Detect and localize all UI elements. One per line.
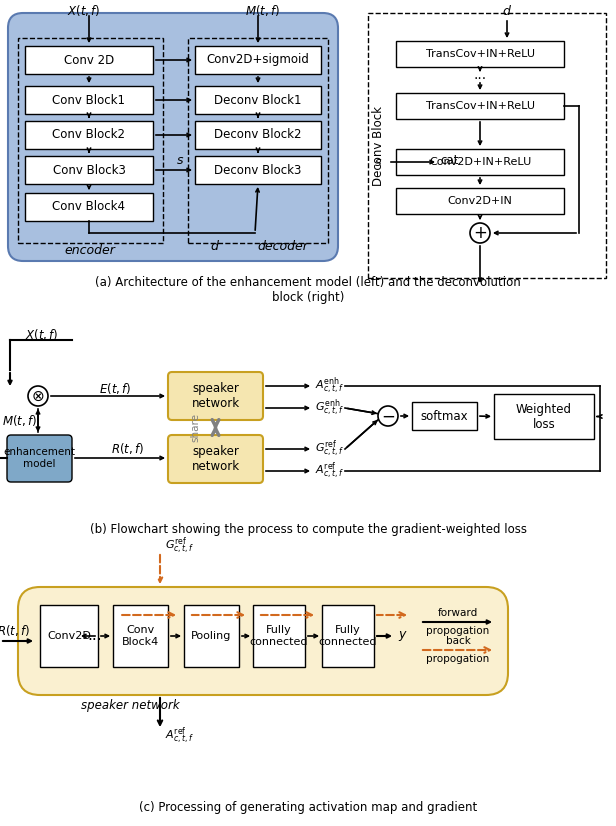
Text: $y$: $y$ [398,629,408,643]
Text: Conv2D+sigmoid: Conv2D+sigmoid [206,54,309,67]
Text: $s$: $s$ [176,154,184,167]
Text: Conv2D+IN: Conv2D+IN [448,196,513,206]
Text: Deconv Block: Deconv Block [371,106,384,186]
Text: $M(t,f)$: $M(t,f)$ [245,3,280,18]
Text: $-$: $-$ [381,407,395,425]
Bar [396,41,564,67]
Text: $A_{c,t,f}^{\rm ref}$: $A_{c,t,f}^{\rm ref}$ [165,725,194,747]
Bar [188,38,328,243]
Text: enhancement
model: enhancement model [3,447,75,469]
Text: $X(t,f)$: $X(t,f)$ [25,326,59,341]
Text: ...: ... [87,629,102,643]
Text: encoder: encoder [65,244,115,257]
Circle shape [378,406,398,426]
Text: back: back [445,636,471,646]
Bar [40,605,98,667]
Text: Conv 2D: Conv 2D [64,54,114,67]
Bar [253,605,305,667]
Bar [25,46,153,74]
Bar [368,13,606,278]
Text: $G_{c,t,f}^{\rm ref}$: $G_{c,t,f}^{\rm ref}$ [315,439,344,459]
Text: speaker
network: speaker network [192,445,240,473]
Bar [25,121,153,149]
Text: $R(t,f)$: $R(t,f)$ [111,442,145,457]
Text: $\otimes$: $\otimes$ [31,388,45,403]
Text: $A_{c,t,f}^{\rm enh}$: $A_{c,t,f}^{\rm enh}$ [315,376,344,396]
Bar [195,156,321,184]
Text: TransCov+IN+ReLU: TransCov+IN+ReLU [426,101,535,111]
Text: Fully
connected: Fully connected [318,625,377,647]
Text: Conv Block2: Conv Block2 [52,129,126,141]
Text: $M(t,f)$: $M(t,f)$ [2,412,38,428]
Text: propogation: propogation [426,626,490,636]
Text: Conv Block1: Conv Block1 [52,93,126,107]
Text: $d$: $d$ [210,239,220,253]
Text: (b) Flowchart showing the process to compute the gradient-weighted loss: (b) Flowchart showing the process to com… [89,524,527,537]
Text: $G_{c,t,f}^{\rm enh}$: $G_{c,t,f}^{\rm enh}$ [315,397,344,419]
Text: Deconv Block1: Deconv Block1 [214,93,302,107]
Text: $A_{c,t,f}^{\rm ref}$: $A_{c,t,f}^{\rm ref}$ [315,461,344,482]
Bar [25,193,153,221]
Bar [25,156,153,184]
Text: $E(t,f)$: $E(t,f)$ [99,381,131,396]
Text: forward: forward [438,608,478,618]
Text: Pooling: Pooling [192,631,232,641]
Text: ...: ... [474,68,487,82]
Text: speaker network: speaker network [81,699,179,711]
Text: Conv Block4: Conv Block4 [52,201,126,213]
Circle shape [470,223,490,243]
Text: propogation: propogation [426,654,490,664]
Bar [18,38,163,243]
Bar [113,605,168,667]
Text: speaker
network: speaker network [192,382,240,410]
Text: Conv2D: Conv2D [47,631,91,641]
Text: Conv Block3: Conv Block3 [52,164,126,177]
Text: Deconv Block2: Deconv Block2 [214,129,302,141]
Text: $s$: $s$ [374,155,382,169]
Text: $d$: $d$ [502,4,512,18]
Text: +: + [473,224,487,242]
Text: TransCov+IN+ReLU: TransCov+IN+ReLU [426,49,535,59]
Text: softmax: softmax [421,410,468,423]
Bar [184,605,239,667]
Bar [195,46,321,74]
Text: Conv
Block4: Conv Block4 [122,625,159,647]
Bar [396,93,564,119]
Text: Deconv Block3: Deconv Block3 [214,164,302,177]
Text: $G_{c,t,f}^{\rm ref}$: $G_{c,t,f}^{\rm ref}$ [165,535,195,557]
Text: share: share [190,413,200,442]
Text: $R(t,f)$: $R(t,f)$ [0,624,31,638]
Text: cat: cat [441,154,459,168]
Bar [412,402,477,430]
Text: (a) Architecture of the enhancement model (left) and the deconvolution
block (ri: (a) Architecture of the enhancement mode… [95,276,521,304]
Bar [494,394,594,439]
Text: (c) Processing of generating activation map and gradient: (c) Processing of generating activation … [139,800,477,814]
Text: Conv2D+IN+ReLU: Conv2D+IN+ReLU [429,157,531,167]
FancyBboxPatch shape [168,435,263,483]
Bar [25,86,153,114]
Bar [195,86,321,114]
Text: Fully
connected: Fully connected [249,625,308,647]
Bar [396,149,564,175]
FancyBboxPatch shape [7,435,72,482]
Bar [396,188,564,214]
FancyBboxPatch shape [8,13,338,261]
FancyBboxPatch shape [168,372,263,420]
Circle shape [28,386,48,406]
Bar [195,121,321,149]
FancyBboxPatch shape [18,587,508,695]
Bar [322,605,374,667]
Text: Weighted
loss: Weighted loss [516,402,572,430]
Text: $X(t,f)$: $X(t,f)$ [67,3,101,18]
Text: decoder: decoder [257,240,309,254]
